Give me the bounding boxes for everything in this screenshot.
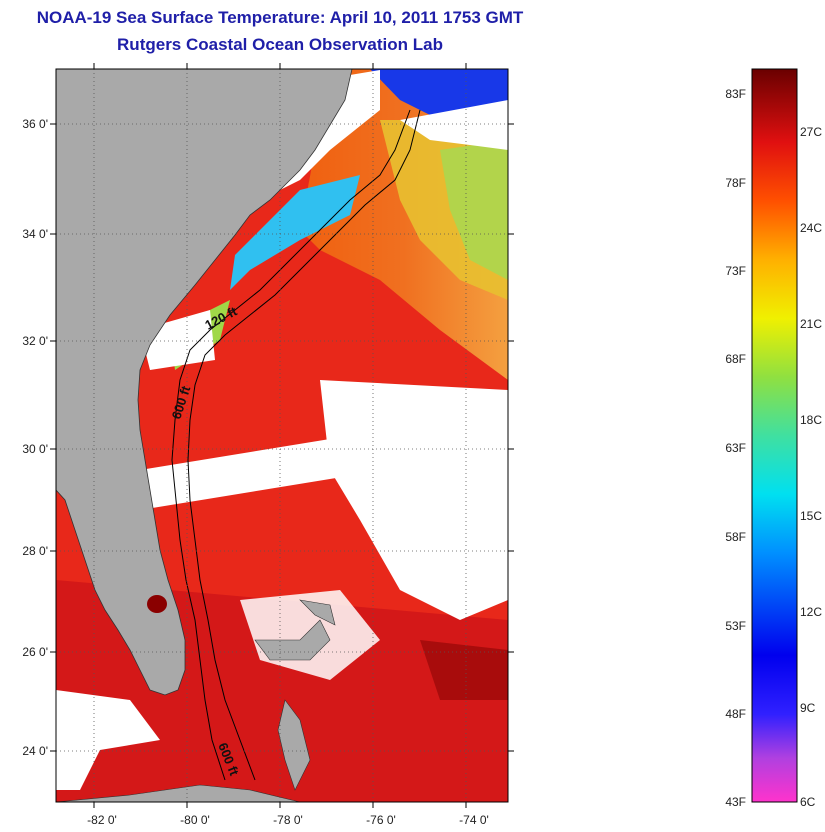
lon-tick-label: -78 0' [273, 813, 303, 827]
lat-tick-label: 32 0' [22, 334, 48, 348]
colorbar-label-f: 73F [725, 264, 746, 278]
lat-tick-label: 36 0' [22, 117, 48, 131]
colorbar-gradient [751, 68, 798, 803]
colorbar-label-f: 58F [725, 530, 746, 544]
map-subtitle: Rutgers Coastal Ocean Observation Lab [117, 35, 443, 54]
land-southeast-us [56, 69, 353, 696]
map-title: NOAA-19 Sea Surface Temperature: April 1… [36, 8, 524, 27]
lat-tick-label: 30 0' [22, 442, 48, 456]
map-frame [55, 68, 509, 803]
land-abaco [299, 599, 336, 626]
graticule [56, 69, 508, 802]
lake-okeechobee [147, 595, 167, 613]
colorbar: 83F 78F 73F 68F 63F 58F 53F 48F 43F 27C … [725, 68, 822, 809]
cool-nearshore-water [230, 175, 360, 290]
cloud-swath [140, 410, 508, 510]
hot-water-patch [420, 640, 508, 700]
land-grand-bahama [254, 619, 331, 661]
colorbar-label-c: 12C [800, 605, 822, 619]
cloud-patch [56, 690, 160, 790]
colorbar-label-c: 9C [800, 701, 816, 715]
lat-tick-label: 34 0' [22, 227, 48, 241]
lon-tick-label: -76 0' [366, 813, 396, 827]
contour-120ft [171, 109, 411, 781]
colorbar-label-f: 53F [725, 619, 746, 633]
lon-tick-label: -74 0' [459, 813, 489, 827]
colorbar-label-c: 18C [800, 413, 822, 427]
lat-tick-label: 28 0' [22, 544, 48, 558]
colorbar-label-f: 43F [725, 795, 746, 809]
axis-ticks [50, 63, 514, 808]
colorbar-label-f: 68F [725, 352, 746, 366]
colorbar-label-f: 78F [725, 176, 746, 190]
cloud-patch [400, 100, 508, 150]
colorbar-label-c: 27C [800, 125, 822, 139]
sst-map [56, 69, 508, 802]
colorbar-label-c: 21C [800, 317, 822, 331]
colorbar-label-c: 6C [800, 795, 816, 809]
colorbar-label-c: 15C [800, 509, 822, 523]
lon-tick-label: -82 0' [87, 813, 117, 827]
land-andros [277, 699, 311, 791]
lat-tick-label: 26 0' [22, 645, 48, 659]
lon-tick-label: -80 0' [180, 813, 210, 827]
contour-600ft [187, 109, 421, 781]
land-cuba [56, 784, 301, 802]
colorbar-label-f: 63F [725, 441, 746, 455]
colorbar-label-f: 83F [725, 87, 746, 101]
colorbar-label-f: 48F [725, 707, 746, 721]
ocean-cool-patch [440, 140, 508, 280]
colorbar-label-c: 24C [800, 221, 822, 235]
lat-tick-label: 24 0' [22, 744, 48, 758]
